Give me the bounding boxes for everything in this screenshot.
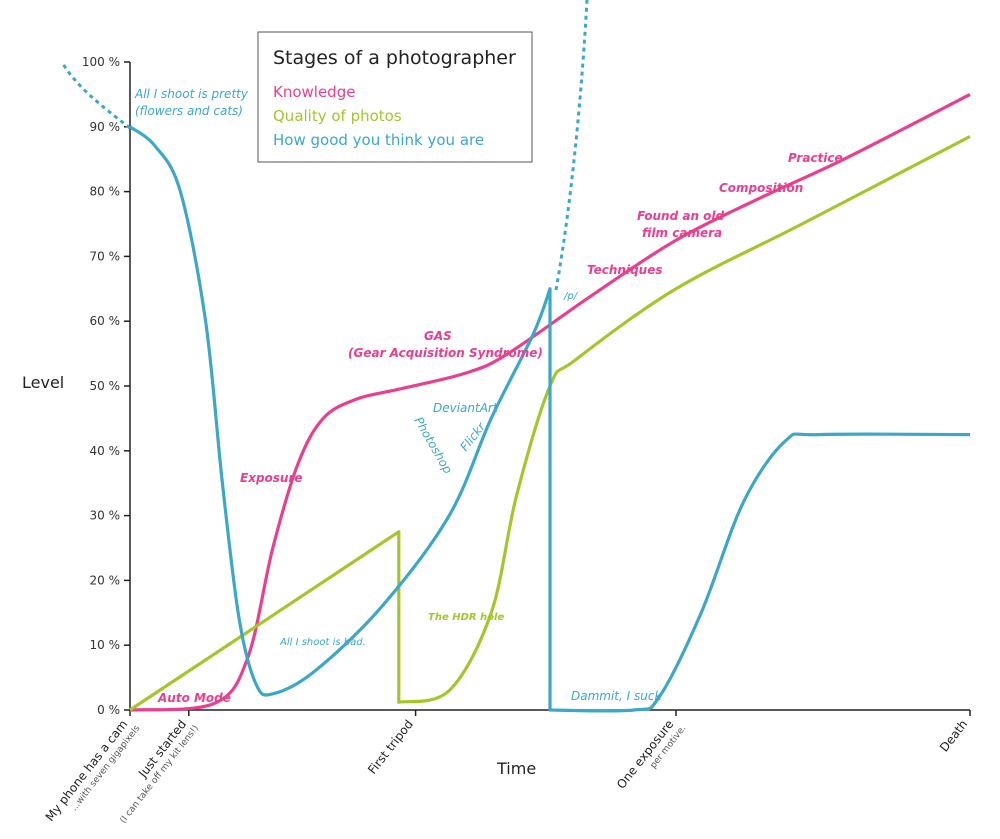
y-tick-label: 70 % [90, 249, 121, 263]
legend-item-knowledge: Knowledge [273, 83, 355, 101]
annotation-p: /p/ [563, 291, 579, 302]
annotation-composition: Composition [719, 181, 803, 195]
annotation-flowers-cats: (flowers and cats) [135, 104, 243, 118]
y-tick-label: 60 % [90, 314, 121, 328]
annotation-photoshop: Photoshop [411, 415, 455, 477]
y-tick-label: 10 % [90, 638, 121, 652]
y-ticks: 0 % 10 % 20 % 30 % 40 % 50 % 60 % 70 % 80 % 90 % 1… [82, 55, 130, 717]
annotation-techniques: Techniques [587, 263, 663, 277]
y-tick-label: 40 % [90, 444, 121, 458]
self-estimation-overflow-start [60, 61, 131, 130]
series-line-knowledge [129, 92, 971, 712]
x-tick-label: My phone has a cam [43, 717, 131, 824]
annotation-auto-mode: Auto Mode [157, 691, 231, 705]
x-tick-label: Death [937, 717, 970, 754]
series-lines [129, 92, 971, 713]
annotation-old-film-camera-1: Found an old [637, 209, 725, 223]
annotation-gas: GAS [424, 329, 452, 343]
legend-item-quality: Quality of photos [273, 107, 402, 125]
chart-title: Stages of a photographer [273, 47, 516, 69]
series-line-quality [129, 135, 971, 712]
legend-item-self-estimation: How good you think you are [273, 131, 484, 149]
legend-box [257, 31, 533, 163]
y-tick-label: 0 % [97, 703, 120, 717]
annotation-dammit: Dammit, I suck [571, 689, 662, 703]
y-tick-label: 20 % [90, 573, 121, 587]
series-line-self-estimation [129, 125, 971, 713]
self-estimation-overflow-peak [554, 0, 589, 291]
annotation-all-bad: All I shoot is bad. [279, 637, 366, 648]
annotation-old-film-camera-2: film camera [642, 226, 722, 240]
y-axis-title: Level [22, 373, 64, 392]
annotation-exposure: Exposure [240, 471, 303, 485]
y-tick-label: 30 % [90, 509, 121, 523]
y-tick-label: 80 % [90, 185, 121, 199]
annotation-all-pretty: All I shoot is pretty [134, 87, 249, 101]
annotation-gas-full: (Gear Acquisition Syndrome) [348, 346, 543, 360]
y-tick-label: 50 % [90, 379, 121, 393]
x-axis-title: Time [496, 759, 536, 778]
x-tick-label: First tripod [365, 717, 416, 777]
annotation-hdr-hole: The HDR hole [428, 612, 504, 623]
legend: Stages of a photographer Knowledge Quali… [257, 31, 533, 163]
annotation-practice: Practice [788, 151, 843, 165]
y-tick-label: 100 % [82, 55, 120, 69]
y-tick-label: 90 % [90, 120, 121, 134]
annotation-deviantart: DeviantArt [433, 401, 499, 415]
